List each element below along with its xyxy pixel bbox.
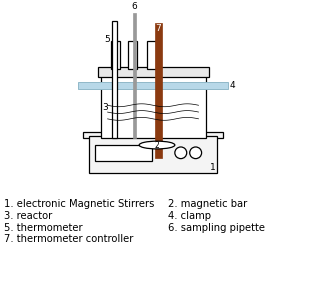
Bar xyxy=(95,145,152,161)
Text: 5: 5 xyxy=(105,35,111,44)
Text: 6: 6 xyxy=(131,2,137,11)
Ellipse shape xyxy=(139,141,175,149)
Text: 3. reactor: 3. reactor xyxy=(4,211,53,221)
Bar xyxy=(98,67,208,77)
Text: 7. thermometer controller: 7. thermometer controller xyxy=(4,234,134,244)
Text: 7: 7 xyxy=(155,24,161,33)
Text: 2: 2 xyxy=(154,140,160,149)
Bar xyxy=(78,82,228,89)
Text: 5. thermometer: 5. thermometer xyxy=(4,223,83,233)
Text: 1. electronic Magnetic Stirrers: 1. electronic Magnetic Stirrers xyxy=(4,199,155,209)
Bar xyxy=(112,21,117,138)
Bar xyxy=(133,13,136,138)
Circle shape xyxy=(175,147,187,159)
Bar xyxy=(128,41,137,69)
Text: 2. magnetic bar: 2. magnetic bar xyxy=(168,199,247,209)
Text: 6. sampling pipette: 6. sampling pipette xyxy=(168,223,265,233)
Text: 4: 4 xyxy=(229,81,235,90)
Text: 4. clamp: 4. clamp xyxy=(168,211,211,221)
Bar xyxy=(89,136,218,173)
Text: 3: 3 xyxy=(102,103,108,112)
Bar xyxy=(147,41,156,69)
Bar xyxy=(111,41,120,69)
Text: 1: 1 xyxy=(210,163,215,172)
Bar xyxy=(100,75,206,138)
Bar xyxy=(83,132,223,138)
Bar xyxy=(155,23,162,158)
Circle shape xyxy=(190,147,202,159)
